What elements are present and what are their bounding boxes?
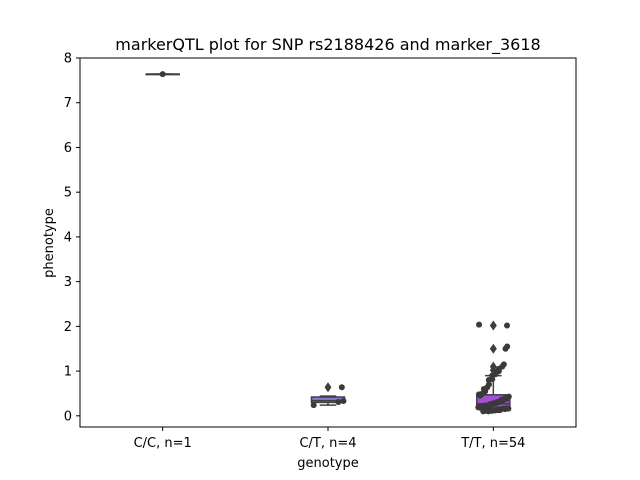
plot-area: [145, 71, 512, 415]
x-axis: C/C, n=1 C/T, n=4 T/T, n=54: [134, 427, 525, 451]
strip-point: [477, 392, 484, 399]
y-tick-label: 5: [64, 186, 72, 201]
strip-point: [338, 384, 345, 391]
strip-point: [502, 406, 509, 413]
box-outlier: [489, 320, 497, 331]
y-tick-label: 0: [64, 409, 72, 424]
y-tick-label: 4: [64, 230, 72, 245]
strip-point: [159, 71, 166, 78]
strip-point: [480, 408, 487, 415]
strip-point: [502, 345, 509, 352]
y-tick-label: 6: [64, 141, 72, 156]
strip-point: [485, 408, 492, 415]
strip-point: [310, 402, 317, 409]
chart-title: markerQTL plot for SNP rs2188426 and mar…: [115, 35, 540, 55]
strip-point: [485, 377, 492, 384]
strip-point: [340, 398, 347, 405]
x-tick-label: C/C, n=1: [134, 436, 192, 451]
box-outlier: [489, 361, 497, 372]
box-outlier: [489, 343, 497, 354]
y-tick-label: 7: [64, 96, 72, 111]
strip-group: [310, 384, 347, 409]
strip-group: [475, 321, 512, 415]
strip-point: [476, 321, 483, 328]
x-tick-label: C/T, n=4: [299, 436, 356, 451]
x-tick-label: T/T, n=54: [460, 436, 525, 451]
y-tick-label: 2: [64, 320, 72, 335]
y-axis-label: phenotype: [42, 208, 57, 278]
box-outlier: [324, 382, 332, 393]
x-axis-label: genotype: [297, 456, 358, 471]
y-axis: 0 1 2 3 4 5 6 7 8: [64, 52, 80, 424]
strip-point: [335, 398, 342, 405]
strip-point: [504, 322, 511, 329]
y-tick-label: 3: [64, 275, 72, 290]
strip-group: [159, 71, 166, 78]
y-tick-label: 8: [64, 52, 72, 67]
y-tick-label: 1: [64, 365, 72, 380]
